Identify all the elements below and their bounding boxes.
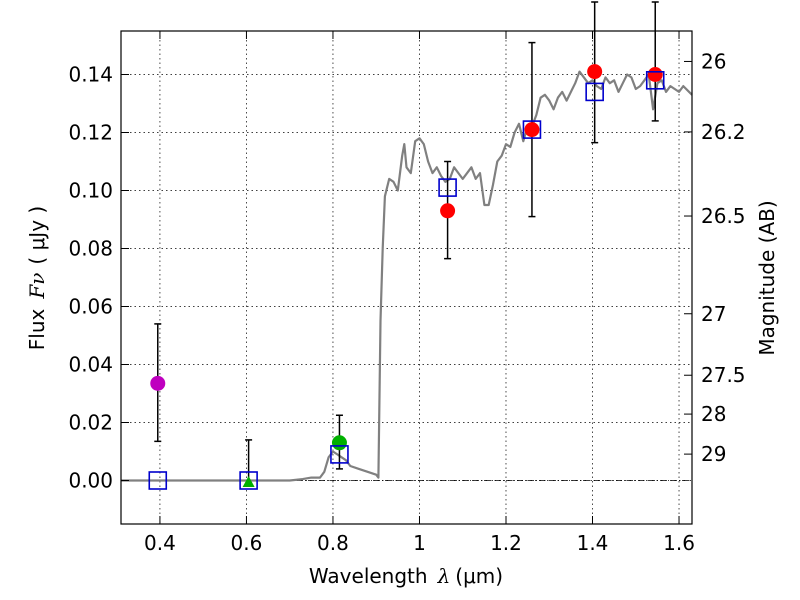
x-tick-label: 1 <box>413 531 426 555</box>
model-photometry-points <box>148 71 665 490</box>
y-tick-label: 0.02 <box>68 411 113 435</box>
y-axis-label-symbol: Fν <box>25 273 49 300</box>
y2-axis-label: Magnitude (AB) <box>755 200 779 355</box>
y-tick-label: 0.12 <box>68 121 113 145</box>
model-photometry-square <box>585 82 604 102</box>
observed-point <box>150 375 166 391</box>
model-photometry-square <box>330 445 349 464</box>
model-photometry-square <box>148 471 168 490</box>
x-axis-label-symbol: λ <box>437 564 451 588</box>
observed-point <box>587 64 603 80</box>
y2-tick-labels: 26 26.2 26.5 27 27.5 28 29 <box>701 49 746 466</box>
y-axis-label: Flux Fν ( μJy ) <box>25 206 49 350</box>
x-tick-label: 0.8 <box>317 531 349 555</box>
observed-point <box>440 203 456 219</box>
x-tick-labels: 0.4 0.6 0.8 1 1.2 1.4 1.6 <box>144 531 695 555</box>
sed-model-line <box>121 70 693 482</box>
y-tick-label: 0.04 <box>68 353 113 377</box>
model-photometry-square <box>239 471 258 490</box>
x-axis-label-text: Wavelength <box>309 564 428 588</box>
grid-lines <box>121 31 692 524</box>
y2-tick-label: 28 <box>701 402 726 426</box>
y-tick-label: 0.06 <box>68 295 113 319</box>
x-tick-label: 1.4 <box>577 531 609 555</box>
y2-tick-label: 26 <box>701 49 726 73</box>
x-tick-label: 0.4 <box>144 531 176 555</box>
y-tick-labels: 0.00 0.02 0.04 0.06 0.08 0.10 0.12 0.14 <box>68 63 113 493</box>
model-photometry-square <box>438 178 457 197</box>
y-tick-label: 0.08 <box>68 237 113 261</box>
model-photometry-square <box>645 71 665 90</box>
y-axis-label-text: Flux <box>25 308 49 350</box>
observed-points <box>150 64 663 487</box>
model-photometry-square <box>522 120 542 139</box>
axis-ticks <box>121 31 692 524</box>
sed-model-curve <box>121 70 693 482</box>
observed-point <box>524 122 540 138</box>
y2-tick-label: 26.5 <box>701 204 746 228</box>
x-tick-label: 1.6 <box>663 531 695 555</box>
x-tick-label: 0.6 <box>231 531 263 555</box>
x-tick-label: 1.2 <box>490 531 522 555</box>
plot-frame <box>120 30 693 525</box>
y2-tick-label: 26.2 <box>701 120 746 144</box>
y-tick-label: 0.00 <box>68 469 113 493</box>
y2-tick-label: 27 <box>701 302 726 326</box>
observed-point <box>647 67 663 82</box>
y2-tick-label: 27.5 <box>701 363 746 387</box>
y-tick-label: 0.10 <box>68 179 113 203</box>
x-axis-label: Wavelength λ (μm) <box>309 564 503 588</box>
y-axis-label-unit: ( μJy ) <box>25 206 49 265</box>
y-tick-label: 0.14 <box>68 63 113 87</box>
observed-point-triangle <box>242 475 255 487</box>
x-axis-label-unit: (μm) <box>455 564 503 588</box>
y2-tick-label: 29 <box>701 442 726 466</box>
observed-point <box>331 435 347 451</box>
